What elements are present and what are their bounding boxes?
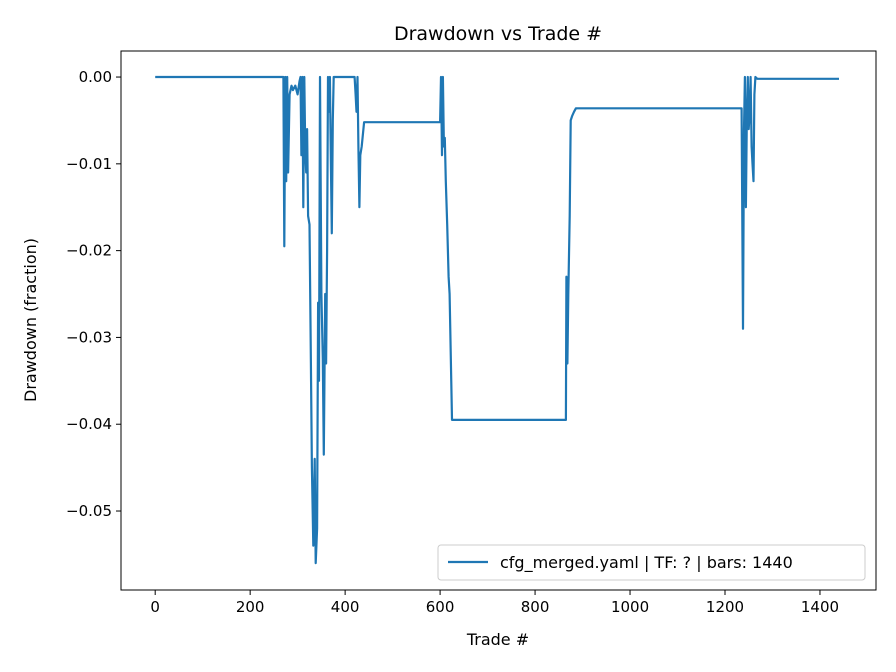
x-axis-label: Trade # xyxy=(466,630,529,649)
legend: cfg_merged.yaml | TF: ? | bars: 1440 xyxy=(437,544,866,581)
x-tick-label: 800 xyxy=(521,598,550,616)
y-tick-label: −0.04 xyxy=(66,415,112,433)
y-axis-label: Drawdown (fraction) xyxy=(21,238,40,402)
y-tick-label: −0.02 xyxy=(66,242,112,260)
x-tick-label: 1000 xyxy=(611,598,649,616)
y-tick-label: 0.00 xyxy=(79,68,112,86)
legend-box xyxy=(437,544,866,581)
series-line xyxy=(155,75,839,565)
y-axis: 0.00 −0.01 −0.02 −0.03 −0.04 −0.05 xyxy=(66,68,121,520)
y-tick-label: −0.05 xyxy=(66,502,112,520)
x-tick-label: 1400 xyxy=(801,598,839,616)
plot-frame xyxy=(120,50,877,591)
x-tick-label: 0 xyxy=(150,598,160,616)
x-tick-label: 200 xyxy=(236,598,265,616)
x-tick-label: 400 xyxy=(331,598,360,616)
x-tick-label: 1200 xyxy=(706,598,744,616)
x-tick-label: 600 xyxy=(426,598,455,616)
plot-area xyxy=(121,51,876,590)
y-tick-label: −0.03 xyxy=(66,328,112,346)
legend-label: cfg_merged.yaml | TF: ? | bars: 1440 xyxy=(500,553,793,573)
y-tick-label: −0.01 xyxy=(66,155,112,173)
x-axis: 0 200 400 600 800 1000 1200 1400 xyxy=(150,590,839,616)
chart-title: Drawdown vs Trade # xyxy=(394,23,602,45)
